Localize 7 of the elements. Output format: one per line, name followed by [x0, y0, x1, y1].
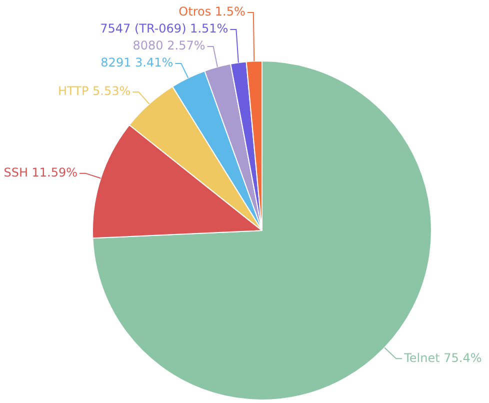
slice-label: Otros 1.5% [178, 4, 246, 19]
slice-label: 8080 2.57% [132, 38, 206, 53]
slice-label: 7547 (TR-069) 1.51% [100, 22, 228, 36]
slice-label: 8291 3.41% [100, 56, 174, 70]
slice-label: Telnet 75.4% [403, 350, 482, 365]
slice-label: SSH 11.59% [4, 165, 78, 180]
slice-label: HTTP 5.53% [58, 84, 131, 98]
